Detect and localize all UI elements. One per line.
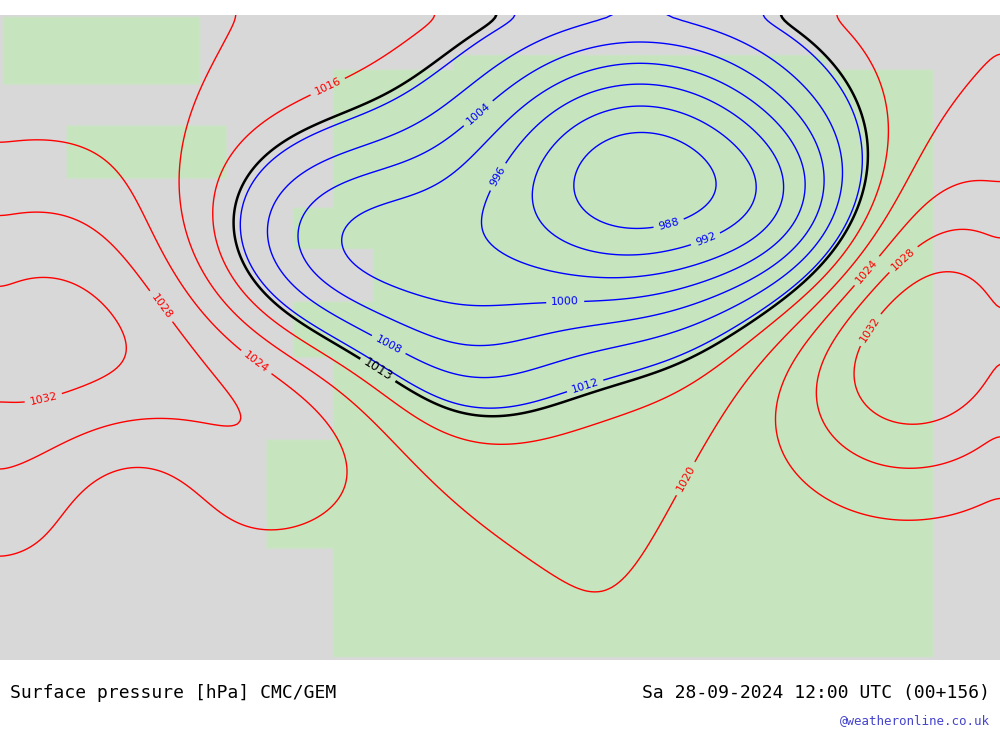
Text: 1028: 1028 — [149, 292, 174, 320]
Text: 1028: 1028 — [889, 246, 917, 272]
Text: 988: 988 — [657, 216, 681, 232]
Text: Sa 28-09-2024 12:00 UTC (00+156): Sa 28-09-2024 12:00 UTC (00+156) — [642, 684, 990, 701]
Text: 1020: 1020 — [674, 464, 697, 493]
Text: 1024: 1024 — [854, 257, 880, 285]
Text: 1024: 1024 — [242, 350, 270, 375]
Text: 1016: 1016 — [313, 76, 343, 97]
Text: 1008: 1008 — [374, 334, 403, 356]
Text: 996: 996 — [488, 165, 507, 188]
Text: 1000: 1000 — [551, 297, 579, 307]
Text: Surface pressure [hPa] CMC/GEM: Surface pressure [hPa] CMC/GEM — [10, 684, 336, 701]
Text: 1013: 1013 — [361, 356, 395, 384]
Text: 1012: 1012 — [570, 377, 600, 395]
Text: 1004: 1004 — [464, 100, 492, 126]
Text: @weatheronline.co.uk: @weatheronline.co.uk — [840, 714, 990, 727]
Text: 992: 992 — [694, 231, 717, 248]
Text: 1032: 1032 — [858, 315, 881, 344]
Text: 1032: 1032 — [29, 391, 58, 407]
